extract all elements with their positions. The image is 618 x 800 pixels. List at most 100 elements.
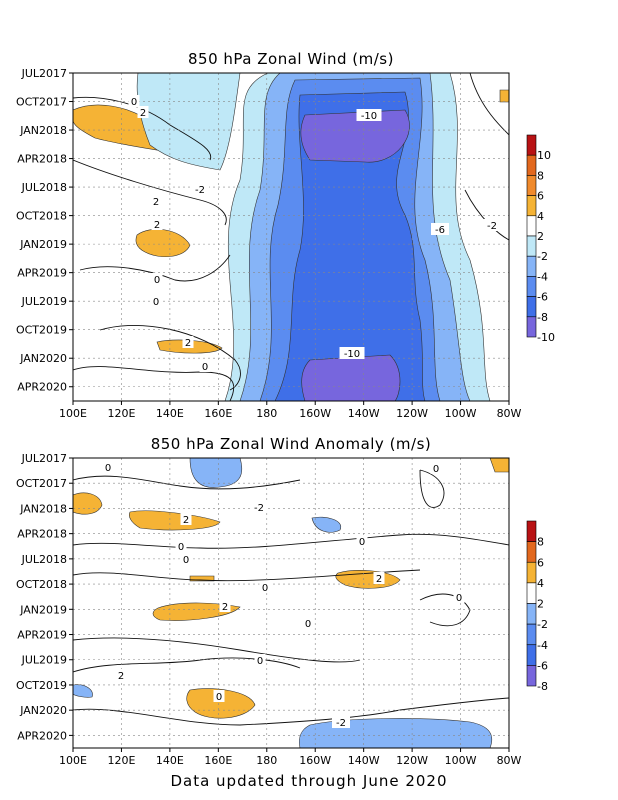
colorbar-label: 8 xyxy=(537,169,544,182)
contour-label: 2 xyxy=(376,574,382,585)
colorbar-swatch xyxy=(526,235,537,257)
y-tick-label: APR2018 xyxy=(17,153,67,166)
y-tick-label: JAN2018 xyxy=(19,124,67,137)
colorbar-swatch xyxy=(526,520,537,542)
contour-line xyxy=(79,254,231,282)
contour-label: 0 xyxy=(153,297,159,308)
x-tick-label: 160W xyxy=(299,407,331,420)
contour-line xyxy=(73,533,509,549)
y-tick-label: JUL2017 xyxy=(21,67,67,80)
x-tick-label: 120E xyxy=(107,754,135,767)
contour-label-bg xyxy=(373,572,385,584)
contour-label-bg xyxy=(115,669,127,681)
colorbar-label: 2 xyxy=(537,598,544,611)
contour-label: 2 xyxy=(154,220,160,231)
colorbar-swatch xyxy=(526,195,537,217)
y-tick-label: APR2020 xyxy=(17,381,67,394)
plot-background xyxy=(73,458,509,748)
contour-label: 0 xyxy=(359,537,365,548)
contour-label: -10 xyxy=(344,349,360,360)
colorbar-label: -10 xyxy=(537,331,555,344)
contour-label-bg xyxy=(150,195,162,207)
x-tick-label: 100W xyxy=(445,754,477,767)
x-tick-label: 180 xyxy=(256,407,277,420)
colorbar-swatch xyxy=(526,582,537,604)
y-tick-label: APR2019 xyxy=(17,267,67,280)
x-tick-label: 80W xyxy=(497,407,522,420)
contour-label: 0 xyxy=(183,555,189,566)
filled-region xyxy=(299,718,493,748)
wind-charts: 850 hPa Zonal Wind (m/s) -10 0 2 -2 2 0 -6 -2 2 0 2… xyxy=(16,50,555,767)
colorbar-swatch xyxy=(526,296,537,318)
contour-label: 0 xyxy=(105,463,111,474)
x-tick-label: 80W xyxy=(497,754,522,767)
x-tick-label: 160E xyxy=(204,407,232,420)
contour-label: 0 xyxy=(131,97,137,108)
colorbar-swatch xyxy=(526,175,537,196)
contour-line xyxy=(73,159,227,226)
contour-label-bg xyxy=(137,106,149,118)
colorbar-label: -2 xyxy=(537,618,548,631)
contour-line xyxy=(73,366,235,401)
contour-label: -2 xyxy=(487,221,497,232)
contour-label-bg xyxy=(213,690,225,702)
contour-label-bg xyxy=(175,540,187,552)
colorbar-label: -4 xyxy=(537,270,548,283)
y-tick-label: JUL2019 xyxy=(21,654,67,667)
y-tick-label: APR2020 xyxy=(17,729,67,742)
contour-label: 0 xyxy=(433,464,439,475)
y-tick-label: APR2019 xyxy=(17,629,67,642)
colorbar-swatch xyxy=(526,276,537,297)
contour-label-bg xyxy=(250,501,268,513)
filled-region xyxy=(311,516,342,533)
filled-region xyxy=(301,354,401,401)
contour-label: -6 xyxy=(435,225,445,236)
colorbar-swatch xyxy=(526,603,537,625)
contour-label-bg xyxy=(199,360,211,372)
chart-panel-2: 850 hPa Zonal Wind Anomaly (m/s)0 0-22000… xyxy=(16,435,548,767)
contour-label-bg xyxy=(151,218,163,230)
x-tick-label: 140E xyxy=(156,754,184,767)
y-tick-label: OCT2017 xyxy=(16,96,67,109)
x-tick-label: 100E xyxy=(59,407,87,420)
x-tick-label: 120W xyxy=(396,754,428,767)
contour-label-bg xyxy=(128,95,140,107)
contour-line xyxy=(73,637,361,663)
contour-label-bg xyxy=(182,336,194,348)
filled-region xyxy=(73,684,93,698)
colorbar-swatch xyxy=(526,154,537,176)
contour-label: -2 xyxy=(336,718,346,729)
colorbar-label: -6 xyxy=(537,659,548,672)
contour-line xyxy=(73,96,212,161)
contour-line xyxy=(73,569,421,582)
contour-line xyxy=(419,593,471,627)
y-tick-label: OCT2018 xyxy=(16,210,67,223)
contour-label-bg xyxy=(219,600,231,612)
contour-label: 0 xyxy=(257,656,263,667)
chart-title: 850 hPa Zonal Wind (m/s) xyxy=(188,50,394,68)
contour-label: 2 xyxy=(185,338,191,349)
contour-label: 0 xyxy=(305,619,311,630)
chart-title: 850 hPa Zonal Wind Anomaly (m/s) xyxy=(151,435,432,453)
y-tick-label: JAN2020 xyxy=(19,704,67,717)
contour-line xyxy=(469,73,509,136)
contour-label: -10 xyxy=(361,111,377,122)
filled-region xyxy=(274,91,426,401)
colorbar-label: 6 xyxy=(537,556,544,569)
contour-label-bg xyxy=(302,617,314,629)
y-tick-label: JAN2020 xyxy=(19,352,67,365)
contour-label-bg xyxy=(332,716,350,728)
plot-frame xyxy=(72,72,510,402)
colorbar-label: -8 xyxy=(537,680,548,693)
colorbar-label: -6 xyxy=(537,291,548,304)
colorbar-swatch xyxy=(526,316,537,338)
y-tick-label: OCT2019 xyxy=(16,324,67,337)
contour-label-bg xyxy=(151,273,163,285)
y-tick-label: OCT2017 xyxy=(16,477,67,490)
contour-line xyxy=(419,469,445,508)
contour-label: -2 xyxy=(195,185,205,196)
y-tick-label: APR2018 xyxy=(17,528,67,541)
colorbar-label: 2 xyxy=(537,230,544,243)
